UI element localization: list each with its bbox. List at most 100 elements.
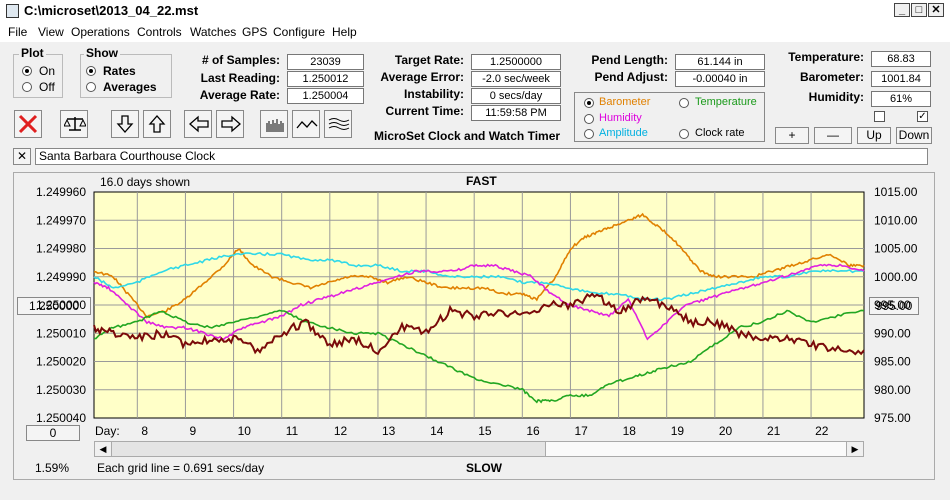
instability-label: Instability: bbox=[403, 87, 464, 101]
y-left-tick-label: 1.249970 bbox=[36, 213, 86, 227]
y-right-tick-label: 990.00 bbox=[874, 326, 911, 340]
center-baro-button[interactable]: 995.00 bbox=[869, 297, 919, 315]
wave-lines-icon bbox=[328, 118, 350, 130]
humidity-radio[interactable] bbox=[584, 114, 594, 124]
bars-view-button[interactable] bbox=[260, 110, 288, 138]
clock-rate-radio[interactable] bbox=[679, 129, 689, 139]
arrow-left-button[interactable] bbox=[184, 110, 212, 138]
instability-field: 0 secs/day bbox=[471, 88, 561, 104]
humidity-option-label: Humidity bbox=[599, 112, 642, 124]
average-error-field: -2.0 sec/week bbox=[471, 71, 561, 87]
pend-adjust-label: Pend Adjust: bbox=[594, 70, 668, 84]
scroll-left-arrow[interactable]: ◀ bbox=[95, 442, 112, 456]
last-reading-label: Last Reading: bbox=[200, 71, 280, 85]
menu-bar: File View Operations Controls Watches GP… bbox=[0, 22, 950, 42]
menu-view[interactable]: View bbox=[38, 25, 64, 39]
amplitude-radio[interactable] bbox=[584, 129, 594, 139]
menu-controls[interactable]: Controls bbox=[137, 25, 182, 39]
plot-group-title: Plot bbox=[19, 46, 46, 60]
pend-adjust-field: -0.00040 in bbox=[675, 71, 765, 87]
arrow-right-button[interactable] bbox=[216, 110, 244, 138]
humidity-field: 61% bbox=[871, 91, 931, 107]
pend-length-field[interactable]: 61.144 in bbox=[675, 54, 765, 70]
average-rate-field: 1.250004 bbox=[287, 88, 364, 104]
close-button[interactable]: ✕ bbox=[928, 3, 944, 17]
app-icon bbox=[6, 4, 19, 18]
y-right-tick-label: 995.00 bbox=[874, 298, 911, 312]
scroll-down-button[interactable]: Down bbox=[896, 127, 932, 144]
barometer-radio[interactable] bbox=[584, 98, 594, 108]
x-tick-label: 9 bbox=[189, 424, 196, 438]
line-graph-icon bbox=[296, 120, 318, 129]
line-view-button[interactable] bbox=[292, 110, 320, 138]
pend-length-label: Pend Length: bbox=[591, 53, 668, 67]
y-left-tick-label: 1.249990 bbox=[36, 270, 86, 284]
offset-button[interactable]: 0 bbox=[26, 425, 80, 441]
average-error-label: Average Error: bbox=[380, 70, 464, 84]
horizontal-scrollbar[interactable]: ◀ ▶ bbox=[94, 441, 864, 457]
temperature-label: Temperature: bbox=[788, 50, 864, 64]
menu-operations[interactable]: Operations bbox=[71, 25, 130, 39]
arrow-down-button[interactable] bbox=[111, 110, 139, 138]
env-checkbox-left[interactable] bbox=[874, 111, 885, 122]
sensor-options-box bbox=[574, 92, 765, 142]
menu-watches[interactable]: Watches bbox=[190, 25, 237, 39]
amplitude-option-label: Amplitude bbox=[599, 127, 648, 139]
clear-name-button[interactable]: ✕ bbox=[13, 148, 31, 165]
show-averages-radio[interactable] bbox=[86, 82, 96, 92]
arrow-left-icon bbox=[189, 115, 209, 133]
maximize-button[interactable]: □ bbox=[911, 3, 927, 17]
zoom-in-button[interactable]: + bbox=[775, 127, 809, 144]
scroll-right-arrow[interactable]: ▶ bbox=[846, 442, 863, 456]
x-tick-label: 15 bbox=[478, 424, 492, 438]
env-checkbox-right[interactable]: ✓ bbox=[917, 111, 928, 122]
clock-rate-option-label: Clock rate bbox=[695, 127, 745, 139]
y-left-tick-label: 1.250030 bbox=[36, 383, 86, 397]
menu-gps[interactable]: GPS bbox=[242, 25, 268, 39]
x-tick-label: 22 bbox=[815, 424, 829, 438]
show-group-title: Show bbox=[84, 46, 120, 60]
clock-name-input[interactable]: Santa Barbara Courthouse Clock bbox=[35, 148, 928, 165]
y-right-tick-label: 1015.00 bbox=[874, 185, 918, 199]
app-caption: MicroSet Clock and Watch Timer bbox=[374, 129, 561, 143]
minimize-button[interactable]: _ bbox=[894, 3, 910, 17]
temperature-field: 68.83 bbox=[871, 51, 931, 67]
arrow-down-icon bbox=[116, 115, 134, 133]
menu-configure[interactable]: Configure bbox=[273, 25, 326, 39]
current-time-field: 11:59:58 PM bbox=[471, 105, 561, 121]
x-tick-label: 14 bbox=[430, 424, 444, 438]
days-shown-label: 16.0 days shown bbox=[100, 175, 191, 189]
menu-file[interactable]: File bbox=[8, 25, 28, 39]
temperature-radio[interactable] bbox=[679, 98, 689, 108]
balance-button[interactable] bbox=[60, 110, 88, 138]
chart-series bbox=[93, 212, 865, 404]
x-tick-label: 11 bbox=[286, 424, 299, 438]
x-tick-label: 8 bbox=[141, 424, 148, 438]
zoom-out-button[interactable]: — bbox=[814, 127, 852, 144]
show-rates-label: Rates bbox=[103, 64, 136, 78]
arrow-up-icon bbox=[148, 115, 166, 133]
wave-view-button[interactable] bbox=[324, 110, 352, 138]
plot-on-radio[interactable] bbox=[22, 66, 32, 76]
plot-off-radio[interactable] bbox=[22, 82, 32, 92]
y-right-tick-label: 975.00 bbox=[874, 411, 911, 425]
target-rate-field[interactable]: 1.2500000 bbox=[471, 54, 561, 70]
stop-button[interactable] bbox=[14, 110, 42, 138]
y-right-tick-label: 985.00 bbox=[874, 355, 911, 369]
y-left-tick-label: 1.250020 bbox=[36, 355, 86, 369]
arrow-up-button[interactable] bbox=[143, 110, 171, 138]
average-rate-label: Average Rate: bbox=[199, 88, 280, 102]
show-rates-radio[interactable] bbox=[86, 66, 96, 76]
barometer-field: 1001.84 bbox=[871, 71, 931, 87]
x-tick-label: 12 bbox=[334, 424, 348, 438]
temperature-option-label: Temperature bbox=[695, 96, 757, 108]
last-reading-field: 1.250012 bbox=[287, 71, 364, 87]
series-line bbox=[93, 309, 865, 404]
title-bar: C:\microset\2013_04_22.mst _ □ ✕ bbox=[0, 0, 950, 23]
center-rate-button[interactable]: 1.250000 bbox=[17, 297, 91, 315]
arrow-right-icon bbox=[221, 115, 241, 133]
grid-note: Each grid line = 0.691 secs/day bbox=[97, 461, 265, 475]
menu-help[interactable]: Help bbox=[332, 25, 357, 39]
window-title: C:\microset\2013_04_22.mst bbox=[24, 3, 199, 18]
scroll-up-button[interactable]: Up bbox=[857, 127, 891, 144]
